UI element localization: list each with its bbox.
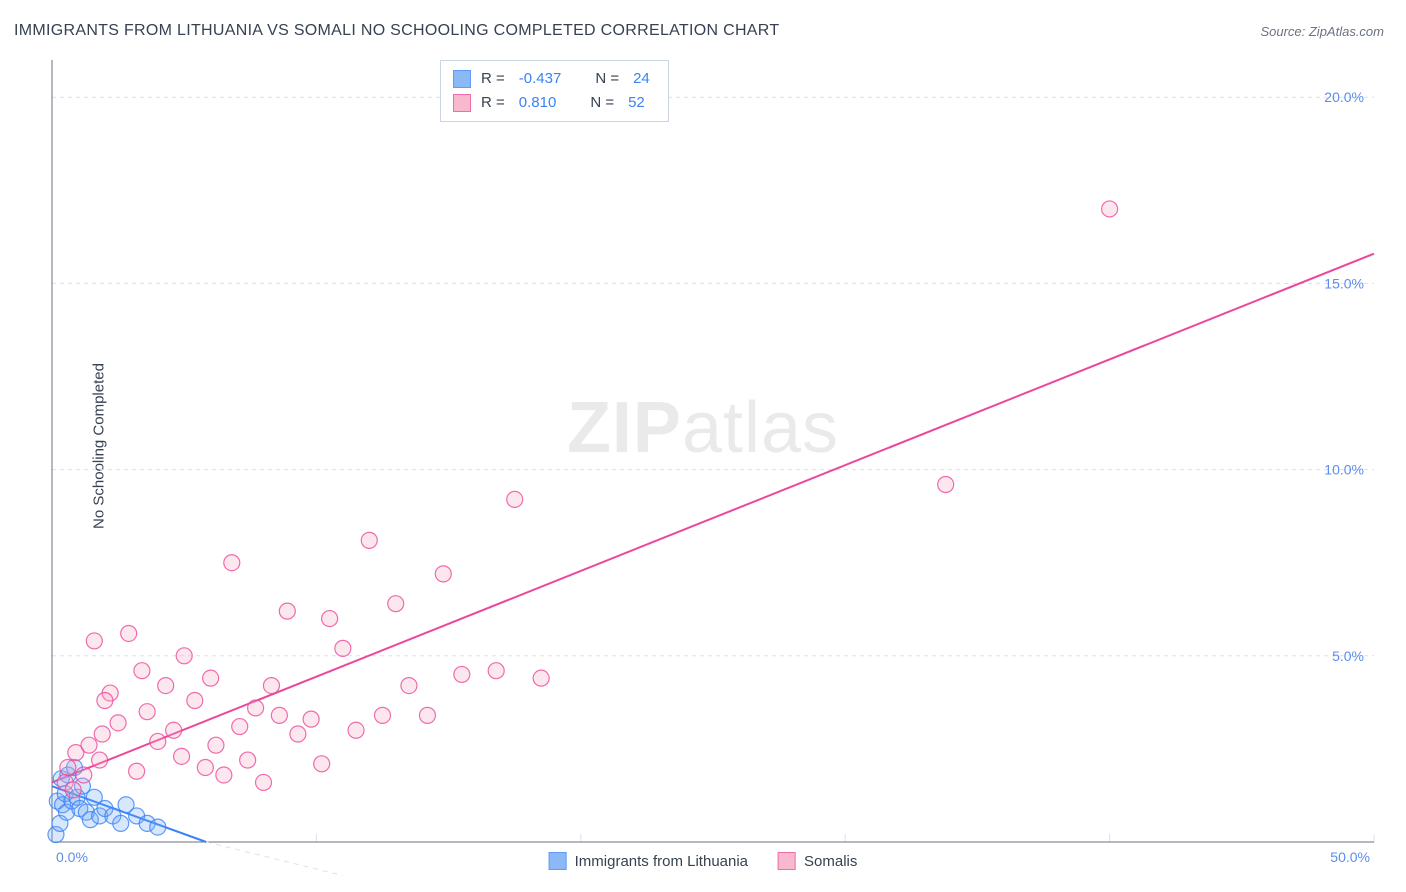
n-value-somalis: 52: [628, 91, 645, 115]
svg-text:15.0%: 15.0%: [1324, 275, 1364, 291]
svg-text:0.0%: 0.0%: [56, 849, 88, 865]
n-label: N =: [590, 91, 614, 115]
legend-row-somalis: R = 0.810 N = 52: [453, 91, 650, 115]
svg-text:5.0%: 5.0%: [1332, 648, 1364, 664]
svg-text:20.0%: 20.0%: [1324, 89, 1364, 105]
legend-swatch-somalis: [453, 94, 471, 112]
scatter-chart: 5.0% 10.0% 15.0% 20.0% 0.0% 50.0%: [0, 0, 1406, 892]
legend-item-somalis: Somalis: [778, 852, 857, 870]
svg-text:10.0%: 10.0%: [1324, 462, 1364, 478]
legend-item-lithuania: Immigrants from Lithuania: [549, 852, 748, 870]
legend-swatch-lithuania: [549, 852, 567, 870]
r-value-somalis: 0.810: [519, 91, 557, 115]
legend-swatch-lithuania: [453, 70, 471, 88]
r-label: R =: [481, 91, 505, 115]
legend-series: Immigrants from Lithuania Somalis: [549, 852, 858, 870]
r-value-lithuania: -0.437: [519, 67, 562, 91]
svg-text:50.0%: 50.0%: [1330, 849, 1370, 865]
legend-row-lithuania: R = -0.437 N = 24: [453, 67, 650, 91]
legend-correlation-box: R = -0.437 N = 24 R = 0.810 N = 52: [440, 60, 669, 122]
n-label: N =: [595, 67, 619, 91]
legend-label-somalis: Somalis: [804, 853, 857, 870]
r-label: R =: [481, 67, 505, 91]
legend-label-lithuania: Immigrants from Lithuania: [575, 853, 748, 870]
legend-swatch-somalis: [778, 852, 796, 870]
n-value-lithuania: 24: [633, 67, 650, 91]
